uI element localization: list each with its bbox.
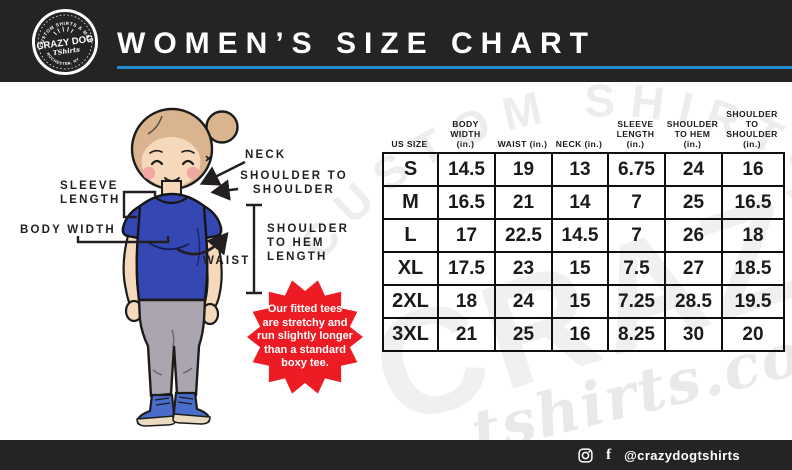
logo-script-text: TShirts	[52, 46, 80, 58]
laces	[154, 396, 194, 406]
note-starburst	[247, 280, 363, 394]
table-row-3xl: 3XL 21 25 16 8.25 30 20	[382, 317, 785, 352]
neck-label: NECK	[245, 149, 287, 161]
sleeve-length-label: SLEEVE LENGTH	[60, 180, 121, 206]
header-bar: CUSTOM SHIRTS & MORE CRAZY DOG TShirts R…	[0, 0, 792, 82]
crazy-dog-logo: CUSTOM SHIRTS & MORE CRAZY DOG TShirts R…	[30, 7, 98, 75]
body-width-bracket	[76, 236, 170, 244]
face	[141, 137, 201, 187]
title-underline	[117, 66, 792, 69]
bangs	[134, 115, 210, 152]
ear-mark	[205, 155, 212, 162]
sneakers	[136, 391, 211, 427]
waist-arrow	[176, 231, 229, 256]
blush-right	[186, 166, 200, 180]
column-header-us-size: US SIZE	[391, 139, 428, 149]
page-title: WOMEN’S SIZE CHART	[117, 27, 596, 60]
size-table: S 14.5 19 13 6.75 24 16 M 16.5 21 14 7	[382, 152, 785, 352]
pants	[137, 298, 207, 398]
social-handle: @crazydogtshirts	[624, 447, 740, 463]
fitted-tee-note: Our fitted tees are stretchy and run sli…	[257, 303, 353, 369]
column-header-body-width: BODY WIDTH (in.)	[450, 119, 481, 149]
shoulder-to-hem-bracket	[246, 203, 262, 295]
table-row-xl: XL 17.5 23 15 7.5 27 18.5	[382, 251, 785, 286]
sleeve-length-bracket	[122, 190, 157, 219]
footer-bar: f @crazydogtshirts	[0, 440, 792, 470]
blush-left	[142, 166, 156, 180]
facebook-icon: f	[606, 446, 612, 463]
shoulder-to-hem-label: SHOULDER TO HEM LENGTH	[267, 223, 350, 263]
table-row-2xl: 2XL 18 24 15 7.25 28.5 19.5	[382, 284, 785, 319]
table-row-m: M 16.5 21 14 7 25 16.5	[382, 185, 785, 220]
diagram-annotations	[76, 160, 363, 394]
column-header-shoulder-to-shoulder: SHOULDER TO SHOULDER (in.)	[726, 109, 778, 149]
column-header-sleeve-length: SLEEVE LENGTH (in.)	[616, 119, 655, 149]
column-header-waist: WAIST (in.)	[497, 139, 548, 149]
neck-arrow	[199, 160, 246, 186]
t-shirt	[121, 192, 223, 302]
column-header-neck: NECK (in.)	[555, 139, 603, 149]
column-header-shoulder-to-hem: SHOULDER TO HEM (in.)	[666, 119, 719, 149]
body-width-label: BODY WIDTH	[20, 224, 116, 236]
eyes	[150, 159, 195, 166]
shoulder-to-shoulder-label: SHOULDER TO SHOULDER	[240, 170, 348, 196]
main-content: CUSTOM SHIRTS & MORE CRAZY tshirts.com	[0, 82, 792, 440]
brows	[149, 149, 195, 154]
table-row-l: L 17 22.5 14.5 7 26 18	[382, 218, 785, 253]
size-table-header: US SIZE BODY WIDTH (in.) WAIST (in.) NECK …	[382, 108, 783, 152]
logo-rays-icon	[53, 26, 74, 36]
instagram-icon	[578, 447, 593, 463]
woman-illustration	[121, 107, 239, 427]
table-row-s: S 14.5 19 13 6.75 24 16	[382, 152, 785, 187]
shoulder-to-shoulder-arrow	[210, 179, 239, 201]
size-table-section: US SIZE BODY WIDTH (in.) WAIST (in.) NECK …	[382, 108, 785, 352]
waist-label: WAIST	[203, 255, 251, 267]
